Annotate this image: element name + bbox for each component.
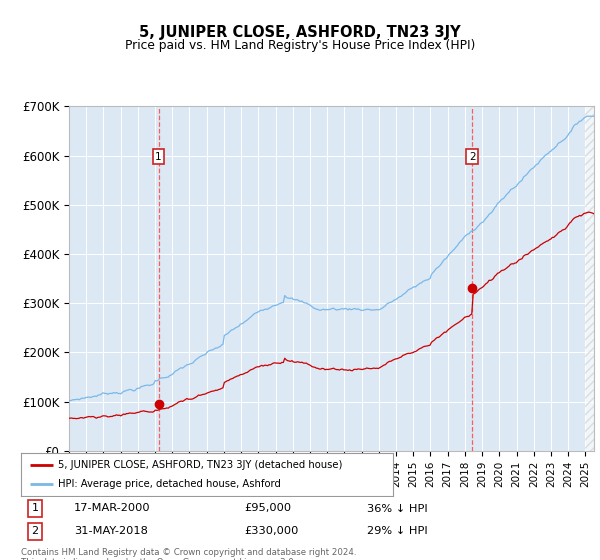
Text: 31-MAY-2018: 31-MAY-2018 — [74, 526, 148, 536]
Text: £330,000: £330,000 — [244, 526, 299, 536]
Text: 1: 1 — [155, 152, 162, 162]
Text: 17-MAR-2000: 17-MAR-2000 — [74, 503, 151, 514]
Text: 2: 2 — [469, 152, 475, 162]
Text: 36% ↓ HPI: 36% ↓ HPI — [367, 503, 428, 514]
Text: £95,000: £95,000 — [244, 503, 292, 514]
Text: 29% ↓ HPI: 29% ↓ HPI — [367, 526, 428, 536]
Text: Price paid vs. HM Land Registry's House Price Index (HPI): Price paid vs. HM Land Registry's House … — [125, 39, 475, 52]
Text: 1: 1 — [31, 503, 38, 514]
Text: 5, JUNIPER CLOSE, ASHFORD, TN23 3JY (detached house): 5, JUNIPER CLOSE, ASHFORD, TN23 3JY (det… — [58, 460, 343, 469]
Text: 2: 2 — [31, 526, 38, 536]
Text: 5, JUNIPER CLOSE, ASHFORD, TN23 3JY: 5, JUNIPER CLOSE, ASHFORD, TN23 3JY — [139, 25, 461, 40]
Text: HPI: Average price, detached house, Ashford: HPI: Average price, detached house, Ashf… — [58, 479, 281, 489]
Text: Contains HM Land Registry data © Crown copyright and database right 2024.
This d: Contains HM Land Registry data © Crown c… — [21, 548, 356, 560]
